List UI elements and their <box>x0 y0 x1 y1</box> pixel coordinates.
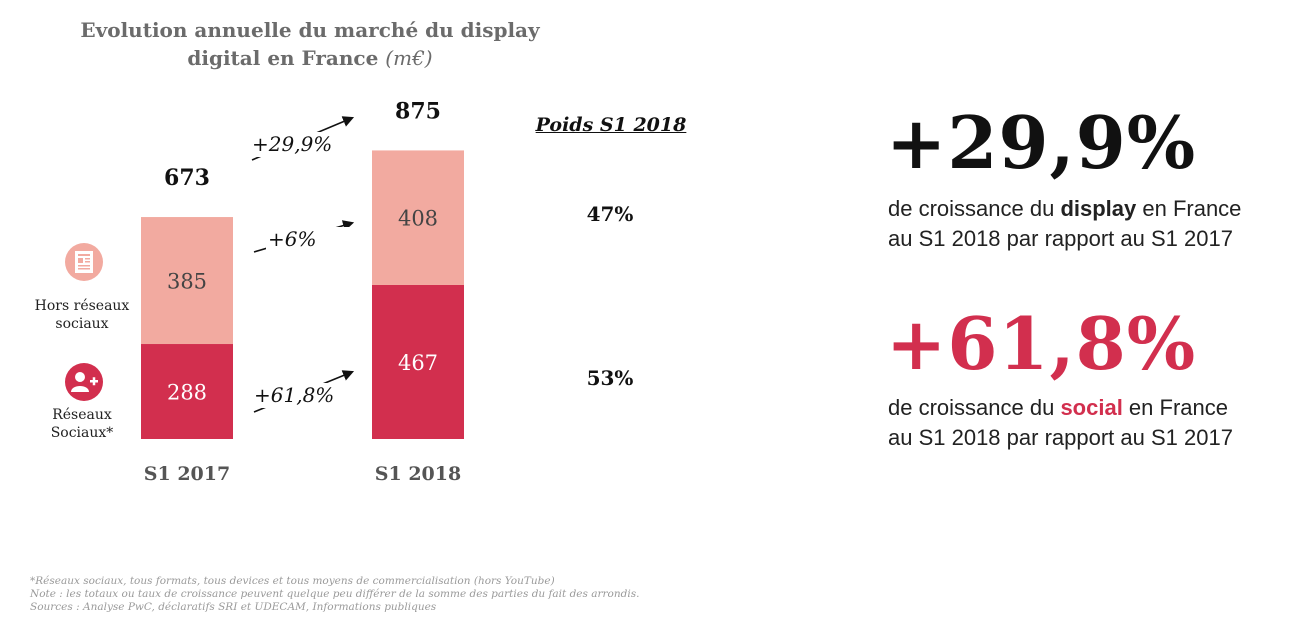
total-label-0: 673 <box>164 165 210 191</box>
chart-title: Evolution annuelle du marché du display … <box>80 16 540 72</box>
bar-reseaux-1 <box>372 284 464 439</box>
kpi-social-text: de croissance du social en France au S1 … <box>888 393 1288 453</box>
kpi-social-line2: au S1 2018 par rapport au S1 2017 <box>888 425 1233 450</box>
bar-reseaux-0 <box>141 344 233 439</box>
kpi-social-prefix: de croissance du <box>888 395 1061 420</box>
kpi-display-highlight: display <box>1060 196 1137 221</box>
chart-title-text: Evolution annuelle du marché du display … <box>80 18 540 70</box>
kpi-display-value: +29,9% <box>886 100 1197 185</box>
growth-label-bg-reseaux <box>252 383 338 408</box>
kpi-display-line2: au S1 2018 par rapport au S1 2017 <box>888 226 1233 251</box>
data-label-hors-reseaux-0: 385 <box>167 270 207 294</box>
chart-title-unit: (m€) <box>385 46 433 70</box>
growth-label-total: +29,9% <box>252 132 332 156</box>
kpi-social-highlight: social <box>1060 395 1123 420</box>
bar-hors-reseaux-0 <box>141 217 233 345</box>
growth-label-bg-hors-reseaux <box>266 227 352 252</box>
growth-label-bg-total <box>250 132 336 157</box>
kpi-display-prefix: de croissance du <box>888 196 1061 221</box>
growth-label-reseaux: +61,8% <box>254 383 334 407</box>
footnote-3: Sources : Analyse PwC, déclaratifs SRI e… <box>30 601 437 613</box>
poids-header: Poids S1 2018 <box>535 114 687 136</box>
data-label-reseaux-1: 467 <box>398 351 438 375</box>
legend-reseaux: Réseaux Sociaux* <box>50 407 114 441</box>
social-people-icon <box>65 363 103 401</box>
newspaper-icon <box>65 243 103 281</box>
x-tick-label-0: S1 2017 <box>144 463 230 485</box>
footnote-1: *Réseaux sociaux, tous formats, tous dev… <box>30 575 555 587</box>
kpi-display-text: de croissance du display en France au S1… <box>888 194 1288 254</box>
poids-reseaux: 53% <box>586 366 634 390</box>
kpi-social-value: +61,8% <box>886 301 1197 386</box>
growth-label-hors-reseaux: +6% <box>268 227 317 251</box>
kpi-social-suffix: en France <box>1122 395 1228 420</box>
legend-hors-reseaux: Hors réseaux sociaux <box>34 298 130 332</box>
bar-hors-reseaux-1 <box>372 150 464 285</box>
x-tick-label-1: S1 2018 <box>375 463 461 485</box>
kpi-display-suffix: en France <box>1136 196 1242 221</box>
footnote-2: Note : les totaux ou taux de croissance … <box>30 588 640 600</box>
footnotes: *Réseaux sociaux, tous formats, tous dev… <box>30 575 830 614</box>
data-label-hors-reseaux-1: 408 <box>398 207 438 231</box>
data-label-reseaux-0: 288 <box>167 381 207 405</box>
poids-hors-reseaux: 47% <box>586 202 634 226</box>
total-label-1: 875 <box>395 98 441 124</box>
